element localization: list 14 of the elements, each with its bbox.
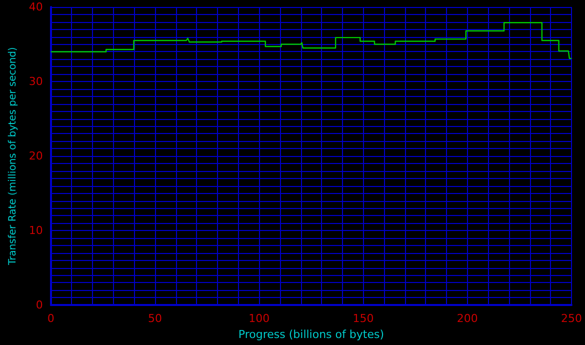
x-tick-label: 50 (148, 312, 162, 326)
y-tick-label: 30 (28, 75, 43, 88)
x-axis-title: Progress (billions of bytes) (238, 328, 384, 341)
x-tick-label: 250 (561, 312, 582, 326)
x-tick-label: 150 (352, 312, 374, 326)
x-tick-label: 100 (248, 312, 270, 326)
y-tick-label: 40 (28, 0, 43, 14)
y-tick-label: 20 (28, 150, 43, 163)
y-tick-label: 0 (36, 298, 43, 312)
x-tick-label: 0 (47, 312, 54, 326)
y-axis-title: Transfer Rate (millions of bytes per second) (8, 46, 18, 266)
line-series (50, 22, 572, 60)
y-tick-label: 10 (28, 224, 43, 238)
x-tick-label: 200 (456, 312, 478, 326)
